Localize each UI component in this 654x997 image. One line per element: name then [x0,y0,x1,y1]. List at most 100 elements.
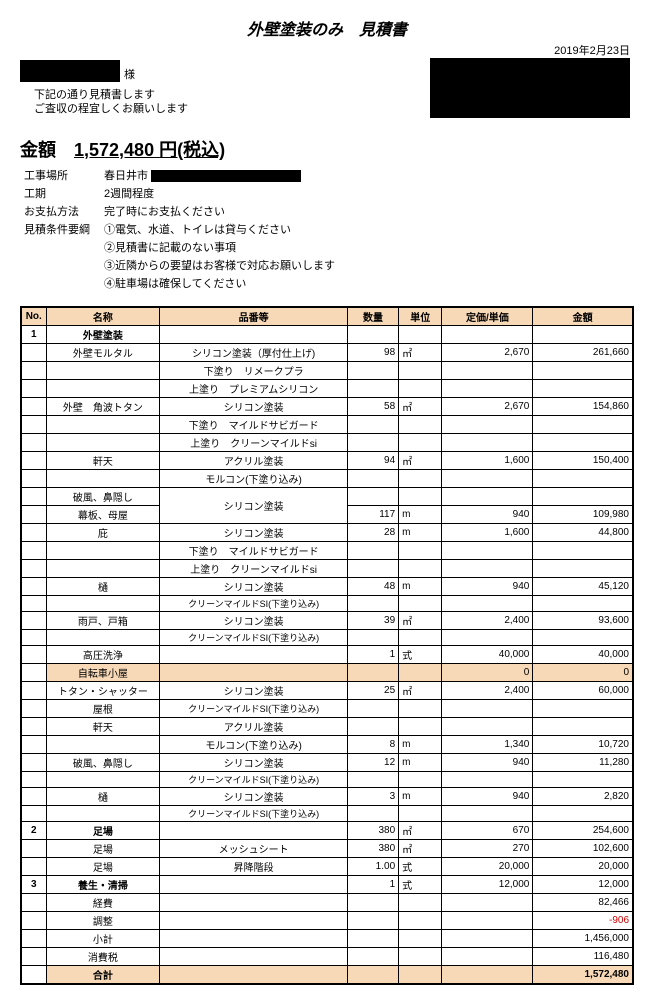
cell-item [160,912,348,930]
th-no: No. [21,307,46,326]
cell-amount: 261,660 [533,344,633,362]
cell-price [442,930,533,948]
cell-amount [533,470,633,488]
cell-price [442,718,533,736]
cell-amount: 0 [533,664,633,682]
cell-amount: 154,860 [533,398,633,416]
cell-amount: 12,000 [533,876,633,894]
cell-item: シリコン塗装（厚付仕上げ) [160,344,348,362]
cell-name: 小計 [46,930,160,948]
cell-price: 270 [442,840,533,858]
cell-no [21,612,46,630]
cell-price: 1,600 [442,452,533,470]
cell-unit: m [399,754,442,772]
table-row: 調整-906 [21,912,633,930]
cell-amount [533,700,633,718]
cell-qty [347,326,398,344]
cell-item: 下塗り リメークプラ [160,362,348,380]
cell-name: 合計 [46,966,160,985]
amount-label: 金額 [20,136,56,162]
redaction-sender [430,58,630,118]
cell-amount: 2,820 [533,788,633,806]
cell-qty: 8 [347,736,398,754]
cell-unit [399,948,442,966]
table-row: 軒天アクリル塗装 [21,718,633,736]
cell-name [46,560,160,578]
th-item: 品番等 [160,307,348,326]
cell-name [46,434,160,452]
cell-qty [347,930,398,948]
cell-item: 下塗り マイルドサビガード [160,416,348,434]
cell-unit: ㎡ [399,344,442,362]
cell-unit [399,596,442,612]
table-row: 上塗り クリーンマイルドsi [21,560,633,578]
cell-no [21,718,46,736]
table-row: 上塗り クリーンマイルドsi [21,434,633,452]
cell-amount: 109,980 [533,506,633,524]
cell-unit: m [399,524,442,542]
cell-qty [347,664,398,682]
cell-price [442,434,533,452]
cell-no: 2 [21,822,46,840]
cell-item: アクリル塗装 [160,452,348,470]
cell-unit [399,380,442,398]
cell-item [160,664,348,682]
amount-value: 1,572,480 円(税込) [74,136,225,162]
cell-no [21,434,46,452]
cell-qty: 1.00 [347,858,398,876]
cell-item [160,822,348,840]
cell-amount: 40,000 [533,646,633,664]
addressee-suffix: 様 [124,66,135,82]
cell-qty [347,630,398,646]
cell-no [21,452,46,470]
cell-item: クリーンマイルドSI(下塗り込み) [160,772,348,788]
cell-unit: m [399,736,442,754]
cell-unit [399,630,442,646]
cell-price: 20,000 [442,858,533,876]
th-unit: 単位 [399,307,442,326]
cell-price: 40,000 [442,646,533,664]
cell-name: 外壁 角波トタン [46,398,160,416]
cell-price: 12,000 [442,876,533,894]
cell-price: 2,670 [442,398,533,416]
cell-unit: m [399,506,442,524]
cell-amount [533,772,633,788]
cell-price [442,560,533,578]
cell-price [442,362,533,380]
cell-unit [399,894,442,912]
cell-name: 軒天 [46,452,160,470]
cell-price: 1,340 [442,736,533,754]
cell-unit: 式 [399,876,442,894]
cell-unit [399,718,442,736]
cond-label: 見積条件要綱 [20,220,100,238]
cell-item: クリーンマイルドSI(下塗り込み) [160,700,348,718]
cell-price: 2,400 [442,682,533,700]
cell-no [21,788,46,806]
cell-unit [399,488,442,506]
cell-qty [347,470,398,488]
cell-price: 940 [442,578,533,596]
cell-unit [399,542,442,560]
cell-name: 足場 [46,858,160,876]
cell-no [21,858,46,876]
period-label: 工期 [20,184,100,202]
cell-name: 自転車小屋 [46,664,160,682]
cell-item: シリコン塗装 [160,398,348,416]
cell-unit [399,560,442,578]
pay-value: 完了時にお支払ください [100,202,339,220]
cell-qty [347,806,398,822]
cell-unit: ㎡ [399,612,442,630]
table-header-row: No. 名称 品番等 数量 単位 定価/単価 金額 [21,307,633,326]
cell-name [46,542,160,560]
cell-amount [533,630,633,646]
table-row: 2足場380㎡670254,600 [21,822,633,840]
cell-price [442,542,533,560]
table-row: 下塗り マイルドサビガード [21,542,633,560]
cell-price: 940 [442,754,533,772]
table-row: 上塗り プレミアムシリコン [21,380,633,398]
cell-item: シリコン塗装 [160,682,348,700]
cell-name: 足場 [46,822,160,840]
table-row: 消費税116,480 [21,948,633,966]
cell-name [46,596,160,612]
cell-item: シリコン塗装 [160,754,348,772]
